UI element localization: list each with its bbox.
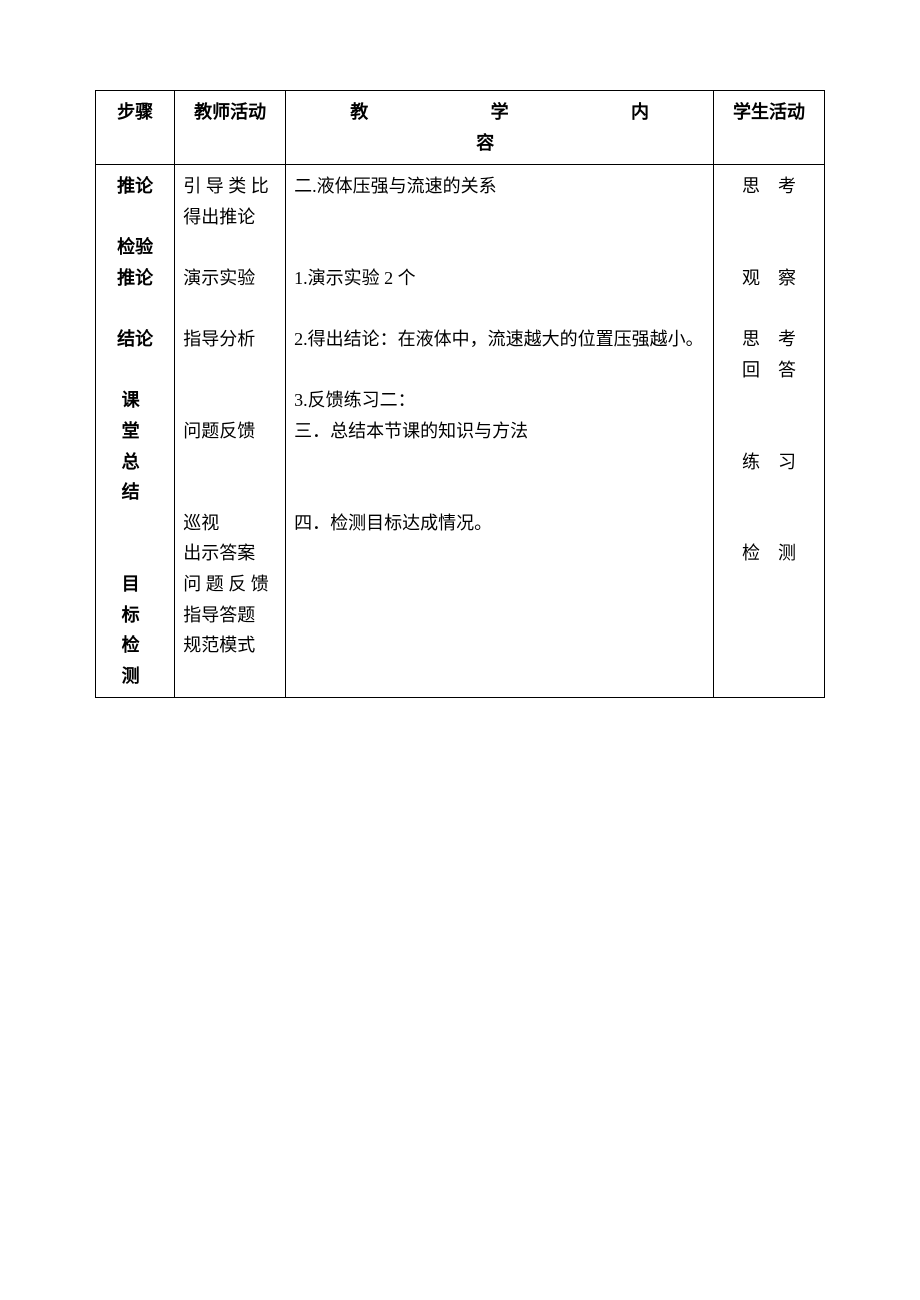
header-step: 步骤 <box>96 91 175 165</box>
teacher-wenti-fankui2: 问 题 反 馈 <box>183 569 277 600</box>
content-san3: 3.反馈练习二： <box>294 385 705 416</box>
cell-student: 思 考 观 察 思 考 回 答 练 习 检 测 <box>714 165 825 698</box>
cell-teacher: 引 导 类 比 得出推论 演示实验 指导分析 问题反馈 巡视 出示答案 问 题 … <box>175 165 286 698</box>
step-mubiao: 目 标 <box>104 569 166 630</box>
table-header-row: 步骤 教师活动 教 学 内 容 学生活动 <box>96 91 825 165</box>
content-yi1: 1.演示实验 2 个 <box>294 263 705 294</box>
student-huida: 回 答 <box>722 355 816 386</box>
student-jiance: 检 测 <box>722 538 816 569</box>
header-content: 教 学 内 容 <box>286 91 714 165</box>
student-sikao2: 思 考 <box>722 324 816 355</box>
cell-steps: 推论 检验 推论 结论 课 堂 总 结 目 标 检 测 <box>96 165 175 698</box>
teacher-dechu: 得出推论 <box>183 202 277 233</box>
student-guancha: 观 察 <box>722 263 816 294</box>
step-jielun: 结论 <box>104 324 166 355</box>
student-lianxi: 练 习 <box>722 447 816 478</box>
step-ketang: 课 堂 <box>104 385 166 446</box>
step-tuilun2: 推论 <box>104 263 166 294</box>
teacher-yindao: 引 导 类 比 <box>183 171 277 202</box>
teacher-chushi: 出示答案 <box>183 538 277 569</box>
teacher-xunshi: 巡视 <box>183 508 277 539</box>
lesson-plan-table: 步骤 教师活动 教 学 内 容 学生活动 推论 检验 推论 结论 课 堂 总 结… <box>95 90 825 698</box>
teacher-guifan: 规范模式 <box>183 630 277 661</box>
teacher-yanshi: 演示实验 <box>183 263 277 294</box>
teacher-zhidao-fenxi: 指导分析 <box>183 324 277 355</box>
content-er: 二.液体压强与流速的关系 <box>294 171 705 202</box>
cell-content: 二.液体压强与流速的关系 1.演示实验 2 个 2.得出结论：在液体中，流速越大… <box>286 165 714 698</box>
content-san: 三．总结本节课的知识与方法 <box>294 416 705 447</box>
step-jianyan: 检验 <box>104 232 166 263</box>
teacher-zhidao-dati: 指导答题 <box>183 600 277 631</box>
step-tuilun: 推论 <box>104 171 166 202</box>
header-teacher: 教师活动 <box>175 91 286 165</box>
teacher-wenti-fankui: 问题反馈 <box>183 416 277 447</box>
step-zongjie: 总 结 <box>104 447 166 508</box>
step-jiance: 检 测 <box>104 630 166 691</box>
student-sikao: 思 考 <box>722 171 816 202</box>
content-er2: 2.得出结论：在液体中，流速越大的位置压强越小。 <box>294 324 705 355</box>
content-si: 四．检测目标达成情况。 <box>294 508 705 539</box>
table-body-row: 推论 检验 推论 结论 课 堂 总 结 目 标 检 测 引 导 类 比 得出推论… <box>96 165 825 698</box>
